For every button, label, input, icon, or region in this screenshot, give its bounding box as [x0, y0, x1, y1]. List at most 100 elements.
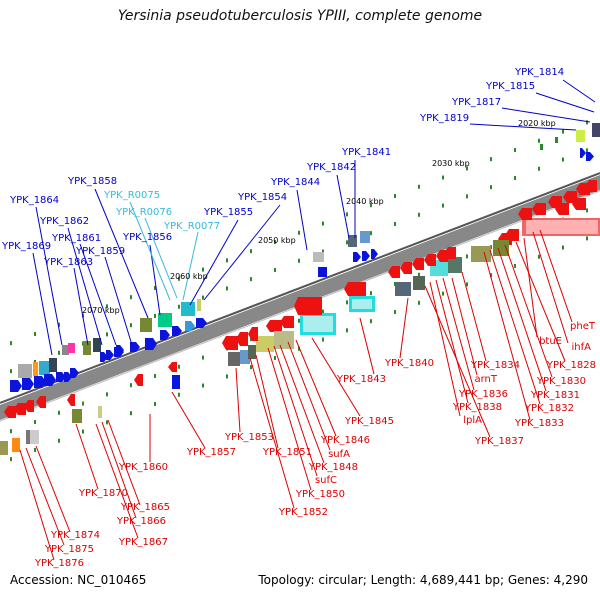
reverse-gene-label[interactable]: YPK_1828 — [546, 360, 596, 371]
leader-line — [273, 345, 318, 477]
forward-gene-label[interactable]: YPK_1841 — [341, 147, 391, 158]
reverse-gene-arrow — [532, 203, 546, 215]
forward-gene-label[interactable]: YPK_1859 — [75, 246, 125, 257]
tick-dot — [538, 254, 540, 259]
reverse-gene-label[interactable]: YPK_1830 — [536, 376, 586, 387]
reverse-gene-arrow — [266, 320, 282, 332]
reverse-gene-label[interactable]: YPK_1845 — [344, 416, 394, 427]
rna-gene-label[interactable]: YPK_R0076 — [115, 207, 172, 218]
reverse-gene-label[interactable]: YPK_1874 — [50, 530, 100, 541]
tick-dot — [538, 166, 540, 171]
reverse-gene-label[interactable]: YPK_1848 — [308, 462, 358, 473]
forward-gene-arrow — [22, 378, 34, 390]
reverse-gene-label[interactable]: arnT — [474, 374, 497, 385]
tick-dot — [586, 148, 588, 153]
reverse-gene-label[interactable]: sufA — [328, 449, 350, 460]
reverse-gene-label[interactable]: YPK_1852 — [278, 507, 328, 518]
leader-line — [235, 367, 241, 433]
reverse-gene-label[interactable]: ihfA — [572, 342, 592, 353]
leader-line — [104, 256, 133, 346]
forward-gene-label[interactable]: YPK_1862 — [39, 216, 89, 227]
forward-gene-arrow — [185, 321, 195, 331]
leader-line — [203, 204, 281, 301]
forward-gene-label[interactable]: YPK_1858 — [67, 176, 117, 187]
gene-block — [83, 341, 91, 355]
reverse-gene-label[interactable]: YPK_1876 — [34, 558, 84, 569]
rna-gene-label[interactable]: YPK_R0075 — [103, 190, 160, 201]
tick-dot — [346, 328, 348, 333]
gene-block — [228, 352, 240, 366]
forward-gene-label[interactable]: YPK_1856 — [122, 232, 172, 243]
tick-dot — [250, 277, 252, 282]
reverse-gene-label[interactable]: sufC — [315, 475, 337, 486]
gene-block — [93, 338, 101, 352]
tick-dot — [82, 401, 84, 406]
gene-block — [526, 220, 598, 234]
reverse-gene-label[interactable]: YPK_1860 — [118, 462, 168, 473]
gene-block — [240, 350, 250, 364]
forward-gene-label[interactable]: YPK_1819 — [419, 113, 469, 124]
tick-dot — [322, 337, 324, 342]
reverse-gene-label[interactable]: YPK_1846 — [320, 435, 370, 446]
reverse-gene-label[interactable]: YPK_1850 — [295, 489, 345, 500]
forward-gene-arrow — [10, 380, 22, 392]
forward-gene-label[interactable]: YPK_1861 — [51, 233, 101, 244]
tick-dot — [250, 365, 252, 370]
reverse-gene-label[interactable]: YPK_1865 — [120, 502, 170, 513]
leader-line — [35, 445, 71, 533]
gene-block — [172, 375, 180, 389]
reverse-gene-label[interactable]: YPK_1837 — [474, 436, 524, 447]
tick-dot — [10, 429, 12, 434]
tick-dot — [226, 258, 228, 263]
tick-dot — [58, 322, 60, 327]
reverse-gene-label[interactable]: YPK_1851 — [262, 447, 312, 458]
reverse-gene-label[interactable]: YPK_1834 — [470, 360, 520, 371]
reverse-gene-label[interactable]: YPK_1875 — [44, 544, 94, 555]
reverse-gene-label[interactable]: YPK_1831 — [530, 390, 580, 401]
tick-dot — [58, 438, 60, 443]
tick-dot — [442, 291, 444, 296]
reverse-gene-label[interactable]: YPK_1867 — [118, 537, 168, 548]
rna-gene-label[interactable]: YPK_R0077 — [163, 221, 220, 232]
reverse-gene-arrow — [585, 180, 597, 192]
forward-gene-label[interactable]: YPK_1863 — [43, 257, 93, 268]
reverse-gene-arrow — [168, 362, 177, 372]
reverse-gene-label[interactable]: YPK_1838 — [452, 402, 502, 413]
reverse-gene-label[interactable]: btuE — [539, 336, 562, 347]
reverse-gene-label[interactable]: YPK_1833 — [514, 418, 564, 429]
tick-dot — [370, 203, 372, 208]
forward-gene-label[interactable]: YPK_1854 — [237, 192, 287, 203]
reverse-gene-label[interactable]: YPK_1857 — [186, 447, 236, 458]
tick-dot — [298, 230, 300, 235]
reverse-gene-label[interactable]: YPK_1840 — [384, 358, 434, 369]
forward-gene-label[interactable]: YPK_1844 — [270, 177, 320, 188]
forward-gene-label[interactable]: YPK_1855 — [203, 207, 253, 218]
forward-gene-label[interactable]: YPK_1817 — [451, 97, 501, 108]
reverse-gene-label[interactable]: pheT — [570, 321, 596, 332]
gene-block — [274, 331, 294, 349]
reverse-gene-arrow — [294, 297, 322, 315]
reverse-gene-label[interactable]: YPK_1832 — [524, 403, 574, 414]
tick-dot — [106, 420, 108, 425]
tick-dot — [154, 313, 156, 318]
tick-dot — [490, 273, 492, 278]
reverse-gene-label[interactable]: YPK_1866 — [116, 516, 166, 527]
forward-gene-label[interactable]: YPK_1842 — [306, 162, 356, 173]
gene-block — [33, 362, 38, 376]
gene-block — [313, 252, 324, 262]
gene-block — [197, 299, 201, 311]
reverse-gene-label[interactable]: YPK_1843 — [336, 374, 386, 385]
forward-gene-label[interactable]: YPK_1814 — [514, 67, 564, 78]
forward-gene-arrow — [580, 148, 586, 158]
tick-dot — [538, 138, 540, 143]
forward-gene-label[interactable]: YPK_1864 — [9, 195, 59, 206]
forward-gene-label[interactable]: YPK_1869 — [1, 241, 51, 252]
leader-line — [295, 339, 337, 437]
tick-dot — [178, 364, 180, 369]
reverse-gene-label[interactable]: lplA — [463, 415, 482, 426]
reverse-gene-label[interactable]: YPK_1853 — [224, 432, 274, 443]
reverse-gene-label[interactable]: YPK_1836 — [458, 389, 508, 400]
forward-gene-label[interactable]: YPK_1815 — [485, 81, 535, 92]
reverse-gene-label[interactable]: YPK_1870 — [78, 488, 128, 499]
tick-dot — [394, 309, 396, 314]
